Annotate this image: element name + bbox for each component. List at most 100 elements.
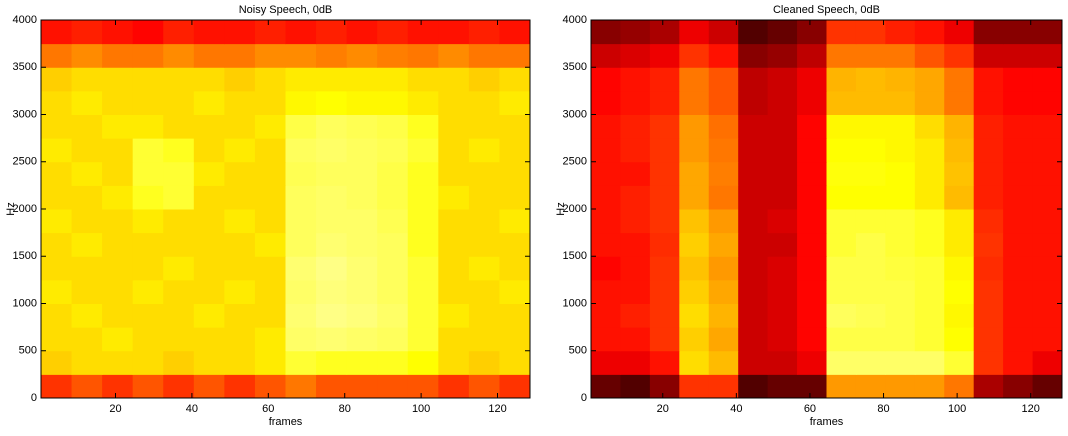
heatmap-cell: [944, 350, 975, 375]
heatmap-cell: [591, 90, 621, 115]
heatmap-cell: [377, 90, 409, 115]
heatmap-cell: [914, 114, 945, 139]
heatmap-cell: [973, 350, 1004, 375]
heatmap-cell: [71, 114, 103, 139]
heatmap-cell: [620, 232, 651, 257]
heatmap-cell: [1003, 90, 1034, 115]
heatmap-cell: [285, 185, 317, 210]
heatmap-cell: [102, 43, 134, 68]
heatmap-cell: [885, 374, 916, 399]
heatmap-cell: [193, 67, 225, 92]
heatmap-cell: [914, 209, 945, 234]
heatmap-cell: [407, 256, 439, 281]
heatmap-cell: [193, 279, 225, 304]
x-tick-label: 40: [730, 403, 742, 415]
heatmap-cell: [679, 161, 710, 186]
heatmap-cell: [973, 20, 1004, 45]
heatmap-cell: [708, 161, 739, 186]
heatmap-cell: [499, 232, 531, 257]
heatmap-cell: [407, 185, 439, 210]
heatmap-cell: [254, 209, 286, 234]
heatmap-cell: [163, 350, 195, 375]
heatmap-cell: [316, 90, 348, 115]
heatmap-cell: [1032, 256, 1063, 281]
heatmap-cell: [591, 114, 621, 139]
heatmap-cell: [499, 279, 531, 304]
heatmap-cell: [102, 67, 134, 92]
heatmap-cell: [499, 161, 531, 186]
heatmap-cell: [914, 90, 945, 115]
heatmap-cell: [193, 20, 225, 45]
y-axis-label: Hz: [555, 202, 567, 215]
heatmap-cell: [973, 232, 1004, 257]
heatmap-cell: [1032, 209, 1063, 234]
heatmap-cell: [102, 161, 134, 186]
x-axis-label: frames: [810, 416, 844, 428]
heatmap-cell: [591, 256, 621, 281]
heatmap-cell: [738, 256, 769, 281]
heatmap-cell: [591, 185, 621, 210]
heatmap-cell: [193, 374, 225, 399]
heatmap-cell: [797, 303, 827, 328]
heatmap-cell: [254, 327, 286, 352]
heatmap-cell: [649, 20, 680, 45]
heatmap-cell: [377, 350, 409, 375]
x-tick-label: 40: [186, 403, 198, 415]
heatmap-cell: [163, 114, 195, 139]
heatmap-cell: [132, 327, 164, 352]
heatmap-cell: [254, 350, 286, 375]
heatmap-cell: [285, 279, 317, 304]
heatmap-cell: [102, 303, 134, 328]
heatmap-cell: [499, 256, 531, 281]
x-tick-label: 60: [804, 403, 816, 415]
heatmap-cell: [767, 161, 798, 186]
heatmap-cell: [224, 327, 256, 352]
x-tick-label: 20: [657, 403, 669, 415]
heatmap-cell: [224, 67, 256, 92]
heatmap-cell: [132, 350, 164, 375]
heatmap-cell: [591, 209, 621, 234]
heatmap-cell: [346, 303, 378, 328]
heatmap-cell: [377, 161, 409, 186]
heatmap-cell: [973, 327, 1004, 352]
heatmap-cell: [468, 20, 500, 45]
heatmap-cell: [797, 161, 827, 186]
heatmap-cell: [944, 20, 975, 45]
heatmap-cell: [438, 256, 470, 281]
heatmap-cell: [767, 374, 798, 399]
heatmap-cell: [914, 374, 945, 399]
heatmap-cell: [407, 303, 439, 328]
y-tick-label: 3000: [563, 108, 587, 120]
heatmap-cell: [41, 114, 73, 139]
heatmap-cell: [826, 90, 857, 115]
heatmap-cell: [797, 114, 827, 139]
heatmap-cell: [885, 67, 916, 92]
heatmap-cell: [885, 350, 916, 375]
heatmap-cell: [973, 138, 1004, 163]
heatmap-cell: [679, 374, 710, 399]
heatmap-cell: [679, 232, 710, 257]
heatmap-cell: [377, 209, 409, 234]
heatmap-cell: [499, 185, 531, 210]
heatmap-cell: [738, 209, 769, 234]
heatmap-cell: [224, 374, 256, 399]
heatmap-cell: [826, 279, 857, 304]
heatmap-cell: [914, 138, 945, 163]
heatmap-cell: [163, 161, 195, 186]
heatmap-cell: [708, 185, 739, 210]
heatmap-cell: [855, 43, 886, 68]
heatmap-cell: [738, 303, 769, 328]
heatmap-cell: [767, 232, 798, 257]
heatmap-cell: [738, 114, 769, 139]
heatmap-cell: [944, 232, 975, 257]
x-tick-label: 20: [109, 403, 121, 415]
heatmap-cell: [254, 303, 286, 328]
heatmap-cell: [738, 90, 769, 115]
heatmap-cell: [71, 256, 103, 281]
y-tick-label: 2500: [13, 156, 37, 168]
heatmap-cell: [102, 327, 134, 352]
heatmap-cell: [102, 209, 134, 234]
heatmap-cell: [738, 20, 769, 45]
heatmap-cell: [591, 43, 621, 68]
heatmap-cell: [132, 256, 164, 281]
